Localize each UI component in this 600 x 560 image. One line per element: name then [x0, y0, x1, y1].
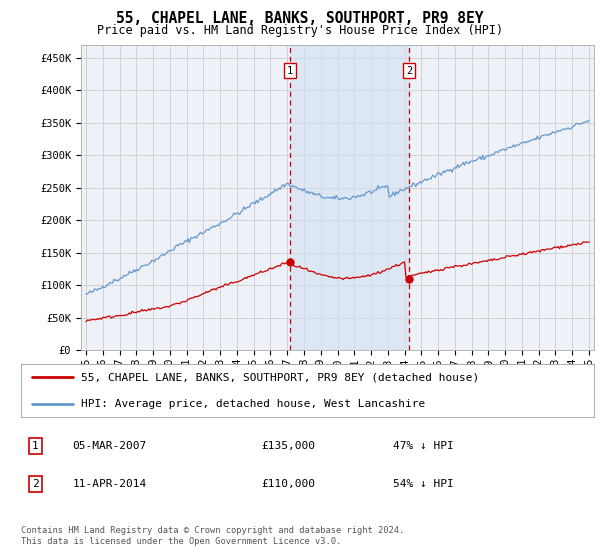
Text: 05-MAR-2007: 05-MAR-2007 [73, 441, 147, 451]
Text: HPI: Average price, detached house, West Lancashire: HPI: Average price, detached house, West… [81, 399, 425, 409]
Bar [290, 45, 409, 350]
Text: 11-APR-2014: 11-APR-2014 [73, 479, 147, 489]
Text: £110,000: £110,000 [262, 479, 316, 489]
Text: £135,000: £135,000 [262, 441, 316, 451]
Text: 2: 2 [406, 66, 412, 76]
Text: 55, CHAPEL LANE, BANKS, SOUTHPORT, PR9 8EY (detached house): 55, CHAPEL LANE, BANKS, SOUTHPORT, PR9 8… [81, 372, 479, 382]
Text: 55, CHAPEL LANE, BANKS, SOUTHPORT, PR9 8EY: 55, CHAPEL LANE, BANKS, SOUTHPORT, PR9 8… [116, 11, 484, 26]
Text: Contains HM Land Registry data © Crown copyright and database right 2024.
This d: Contains HM Land Registry data © Crown c… [21, 526, 404, 546]
Text: 2: 2 [32, 479, 39, 489]
Text: Price paid vs. HM Land Registry's House Price Index (HPI): Price paid vs. HM Land Registry's House … [97, 24, 503, 36]
Text: 1: 1 [32, 441, 39, 451]
Text: 54% ↓ HPI: 54% ↓ HPI [394, 479, 454, 489]
Text: 47% ↓ HPI: 47% ↓ HPI [394, 441, 454, 451]
Text: 1: 1 [287, 66, 293, 76]
